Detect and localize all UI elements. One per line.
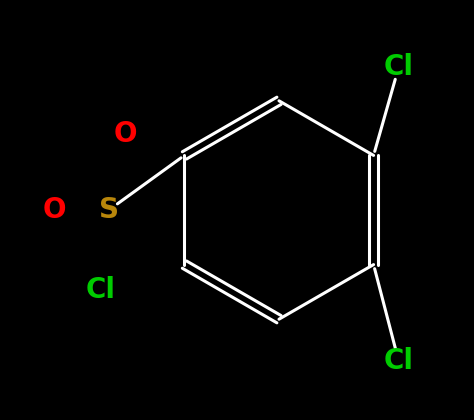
- Text: S: S: [99, 196, 119, 224]
- Text: O: O: [114, 121, 137, 148]
- Text: Cl: Cl: [383, 53, 414, 81]
- Text: O: O: [43, 196, 66, 224]
- Text: Cl: Cl: [383, 347, 414, 375]
- Text: Cl: Cl: [85, 276, 116, 304]
